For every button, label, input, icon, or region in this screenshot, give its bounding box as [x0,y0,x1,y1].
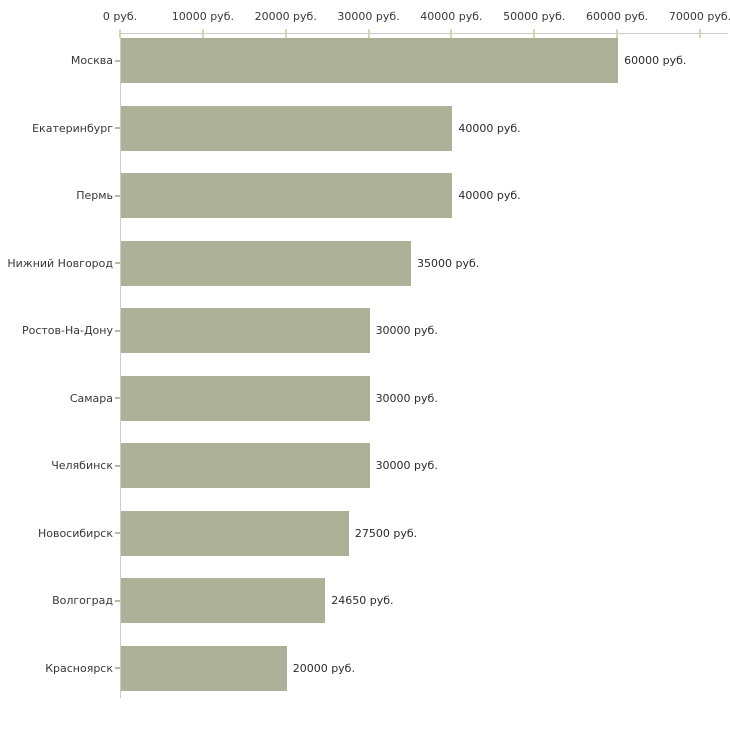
x-axis-tick [533,29,536,38]
value-label: 40000 руб. [458,189,521,202]
value-label: 20000 руб. [292,661,355,675]
x-axis-tick [201,29,204,38]
category-label: Ростов-На-Дону [21,324,113,337]
bar [121,510,349,556]
x-axis-tick [367,29,370,38]
category-tick [115,329,120,332]
category-label: Красноярск [45,661,113,675]
category-tick [115,127,120,129]
y-axis-line [120,33,121,698]
x-axis-tick-label: 0 руб. [102,10,138,23]
value-label: 30000 руб. [375,324,438,337]
x-axis-tick [699,29,701,38]
category-tick [115,194,120,197]
x-axis-tick-label: 20000 руб. [254,10,317,23]
value-label: 24650 руб. [331,594,394,607]
bar [121,578,326,623]
category-label: Челябинск [51,459,113,472]
category-tick [115,464,120,467]
bar [121,105,453,151]
bar [121,240,411,286]
category-label: Новосибирск [37,526,113,540]
x-axis-tick-label: 10000 руб. [171,10,234,23]
value-label: 40000 руб. [458,121,521,135]
category-label: Нижний Новгород [7,256,113,270]
x-axis-tick [450,29,453,38]
bar [121,308,370,353]
x-axis-line [120,33,728,34]
x-axis-tick-label: 60000 руб. [586,10,649,23]
bar [121,375,370,421]
bar [121,38,619,83]
value-label: 27500 руб. [354,526,418,540]
category-tick [115,397,120,399]
bar [121,173,453,218]
x-axis-tick [284,29,287,38]
x-axis-tick [616,29,619,38]
category-label: Самара [69,391,113,405]
category-tick [115,532,120,534]
bar [121,443,370,488]
category-label: Волгоград [52,594,113,607]
category-label: Екатеринбург [32,121,113,135]
value-label: 35000 руб. [417,256,480,270]
x-axis-tick-label: 30000 руб. [337,10,400,23]
x-axis-tick [119,29,121,38]
x-axis-tick-label: 40000 руб. [420,10,483,23]
value-label: 60000 руб. [624,54,687,67]
value-label: 30000 руб. [375,391,438,405]
category-label: Пермь [76,189,113,202]
x-axis-tick-label: 50000 руб. [503,10,566,23]
bar [121,645,287,691]
category-label: Москва [70,54,113,67]
category-tick [115,262,120,264]
value-label: 30000 руб. [375,459,438,472]
category-tick [115,667,120,669]
x-axis-tick-label: 70000 руб. [668,10,730,23]
category-tick [115,599,120,602]
category-tick [115,59,120,62]
